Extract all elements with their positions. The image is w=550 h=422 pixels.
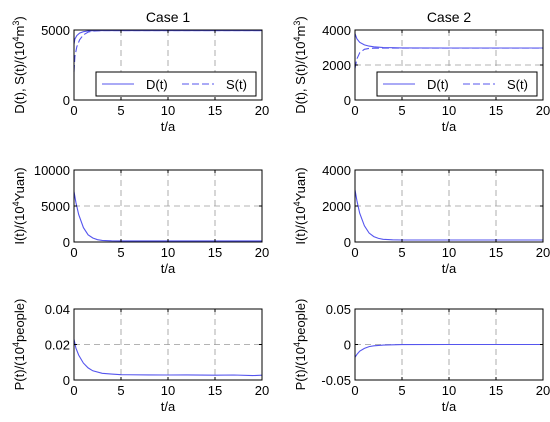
case1-investment-ylabel: I(t)/(104Yuan) (11, 167, 27, 244)
case1-storage-ytick-label-1: 5000 (41, 23, 70, 38)
case2-investment-ytick-label-1: 2000 (322, 199, 351, 214)
case2-investment-ytick-label-0: 0 (344, 235, 351, 250)
case2-population-xtick-label-0: 0 (351, 383, 358, 398)
case2-storage-legend-label-0: D(t) (427, 77, 449, 92)
case1-storage-series-st-line (73, 30, 262, 73)
case2-investment-xtick-label-1: 5 (398, 245, 405, 260)
case2-population-xtick-label-2: 10 (442, 383, 456, 398)
case1-storage-xtick-label-1: 5 (117, 103, 124, 118)
case1-investment-xtick-label-3: 15 (208, 245, 222, 260)
case1-investment-xtick-label-2: 10 (161, 245, 175, 260)
case1-storage-xtick-label-2: 10 (161, 103, 175, 118)
case1-investment-xlabel: t/a (161, 261, 176, 276)
case2-storage-xtick-label-0: 0 (351, 103, 358, 118)
case1-population-series-0-line (73, 339, 263, 377)
case2-investment-ytick-label-2: 4000 (322, 163, 351, 178)
case1-storage-ytick-label-0: 0 (63, 93, 70, 108)
case2-population-ylabel: P(t)/(104people) (292, 299, 308, 391)
case2-investment-xtick-label-2: 10 (442, 245, 456, 260)
case2-population-ytick-label-1: 0 (344, 338, 351, 353)
case2-investment-xtick-label-4: 20 (536, 245, 550, 260)
case1-investment-xtick-label-1: 5 (117, 245, 124, 260)
case2-storage-xtick-label-1: 5 (398, 103, 405, 118)
case2-storage-panel: 0 5 10 15 20 0 2000 4000 t/a D(t), S(t)/(104m3) Ca… (292, 9, 550, 134)
case2-population-xtick-label-1: 5 (398, 383, 405, 398)
case1-investment-ytick-label-0: 0 (63, 235, 70, 250)
case2-population-series-0-line (354, 343, 543, 358)
case2-storage-title: Case 2 (427, 9, 472, 25)
case2-investment-xtick-label-3: 15 (489, 245, 503, 260)
case1-investment-ytick-label-2: 10000 (34, 163, 70, 178)
case1-storage-xlabel: t/a (161, 119, 176, 134)
case2-storage-ytick-label-0: 0 (344, 93, 351, 108)
case2-storage-xtick-label-4: 20 (536, 103, 550, 118)
case2-population-ytick-label-0: -0.05 (321, 373, 351, 388)
case2-population-xlabel: t/a (442, 399, 457, 414)
case1-population-xtick-label-2: 10 (161, 383, 175, 398)
case2-population-xtick-label-4: 20 (536, 383, 550, 398)
case1-population-xlabel: t/a (161, 399, 176, 414)
case1-population-ytick-label-0: 0 (63, 373, 70, 388)
case1-population-xtick-label-1: 5 (117, 383, 124, 398)
case1-investment-panel: 0 5 10 15 20 0 5000 10000 t/a I(t)/(104Yuan) (11, 163, 269, 276)
case2-investment-xlabel: t/a (442, 261, 457, 276)
case1-population-ytick-label-2: 0.04 (45, 302, 70, 317)
case2-storage-series-st-line (354, 47, 543, 69)
case2-storage-xtick-label-2: 10 (442, 103, 456, 118)
case1-investment-xtick-label-4: 20 (255, 245, 269, 260)
case2-investment-xtick-label-0: 0 (351, 245, 358, 260)
case2-storage-xlabel: t/a (442, 119, 457, 134)
case2-storage-legend-label-1: S(t) (507, 77, 528, 92)
case2-storage-ytick-label-2: 4000 (322, 23, 351, 38)
case1-population-ytick-label-1: 0.02 (45, 338, 70, 353)
case2-storage-xtick-label-3: 15 (489, 103, 503, 118)
case1-storage-panel: 0 5 10 15 20 0 5000 t/a D(t), S(t)/(104m3) Case 1… (11, 9, 269, 134)
case2-storage-ytick-label-1: 2000 (322, 58, 351, 73)
case2-population-xtick-label-3: 15 (489, 383, 503, 398)
case1-investment-ytick-label-1: 5000 (41, 199, 70, 214)
case1-population-ylabel: P(t)/(104people) (11, 299, 27, 391)
case1-storage-legend-label-0: D(t) (146, 77, 168, 92)
case2-population-ytick-label-2: 0.05 (326, 302, 351, 317)
case1-storage-ylabel: D(t), S(t)/(104m3) (11, 16, 27, 113)
case1-storage-xtick-label-3: 15 (208, 103, 222, 118)
case1-storage-title: Case 1 (146, 9, 191, 25)
case2-storage-ylabel: D(t), S(t)/(104m3) (292, 16, 308, 113)
case1-population-xtick-label-4: 20 (255, 383, 269, 398)
case1-population-xtick-label-0: 0 (70, 383, 77, 398)
case1-investment-xtick-label-0: 0 (70, 245, 77, 260)
case1-storage-xtick-label-4: 20 (255, 103, 269, 118)
case1-storage-legend-label-1: S(t) (226, 77, 247, 92)
case2-investment-panel: 0 5 10 15 20 0 2000 4000 t/a I(t)/(104Yuan) (292, 163, 550, 276)
case1-storage-xtick-label-0: 0 (70, 103, 77, 118)
case1-population-xtick-label-3: 15 (208, 383, 222, 398)
case2-investment-ylabel: I(t)/(104Yuan) (292, 167, 308, 244)
case1-population-panel: 0 5 10 15 20 0 0.02 0.04 t/a P(t)/(104people) (11, 299, 269, 414)
